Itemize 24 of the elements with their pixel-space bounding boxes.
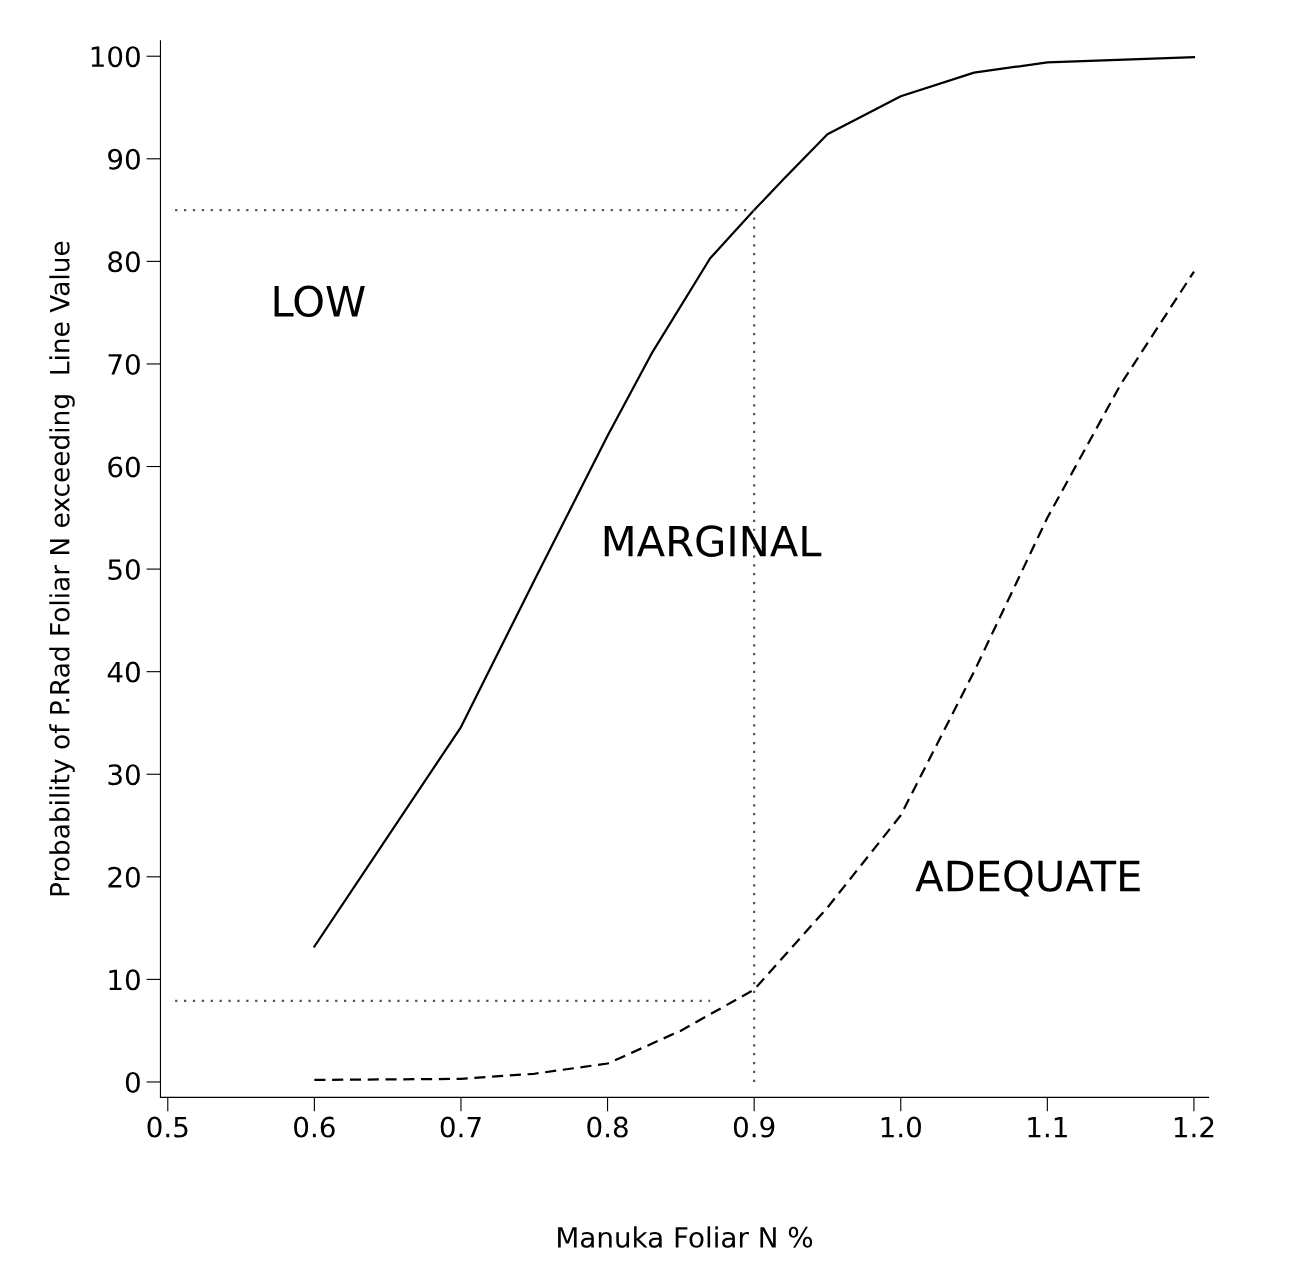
y-axis-title: Probability of P.Rad Foliar N exceeding Line Value	[49, 241, 75, 896]
y-tick-label: 40	[107, 661, 140, 683]
x-tick-label: 1.1	[1028, 1116, 1067, 1138]
y-tick-label: 30	[108, 764, 140, 786]
x-axis-title: Manuka Foliar N %	[558, 1226, 813, 1248]
y-tick-label: 60	[108, 456, 140, 478]
annotation: LOW	[274, 285, 365, 318]
y-tick-label: 50	[108, 559, 140, 581]
y-tick-label: 80	[108, 251, 140, 273]
annotation: ADEQUATE	[915, 860, 1140, 897]
y-tick-label: 10	[109, 969, 140, 991]
x-tick-label: 1.2	[1174, 1116, 1214, 1138]
x-tick-label: 0.9	[733, 1116, 775, 1138]
x-tick-label: 0.7	[440, 1116, 481, 1138]
x-tick-label: 0.8	[587, 1116, 628, 1138]
y-tick-label: 0	[125, 1071, 140, 1093]
y-tick-label: 70	[108, 353, 140, 375]
x-tick-label: 1.0	[881, 1116, 921, 1138]
y-tick-label: 20	[108, 866, 140, 888]
y-tick-label: 100	[91, 46, 140, 68]
annotation: MARGINAL	[604, 525, 822, 557]
x-tick-label: 0.6	[294, 1116, 335, 1138]
x-tick-label: 0.5	[147, 1116, 188, 1138]
y-tick-label: 90	[108, 148, 140, 170]
